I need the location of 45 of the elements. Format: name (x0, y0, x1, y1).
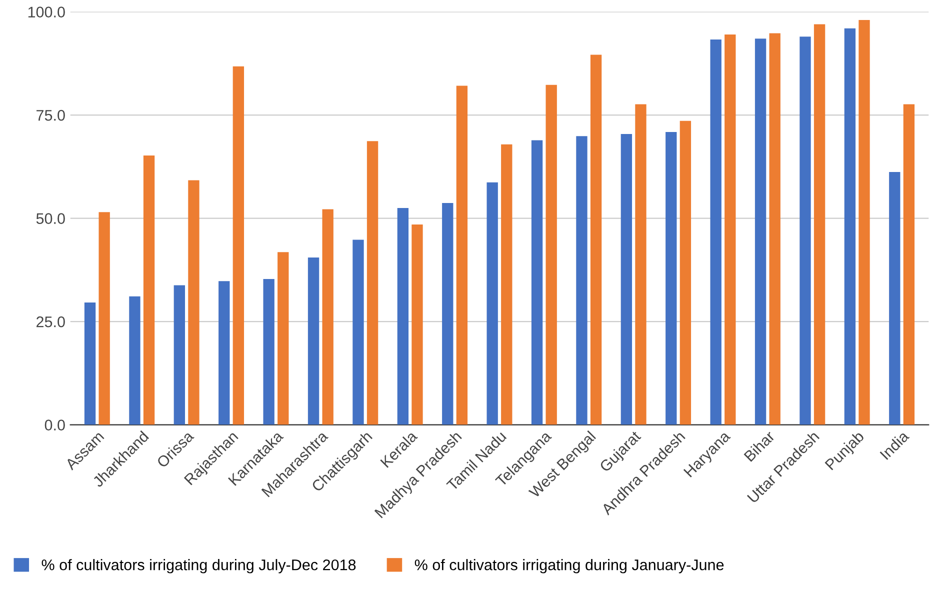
bar (501, 144, 512, 425)
bar (769, 33, 780, 425)
bar (531, 140, 543, 425)
bar (84, 302, 96, 425)
bar (903, 104, 915, 425)
legend-label: % of cultivators irrigating during July-Dec 2018 (42, 559, 356, 574)
bar (143, 156, 155, 425)
bar (844, 28, 856, 425)
y-tick-label: 75.0 (36, 110, 65, 121)
bar (232, 66, 244, 425)
bar (366, 141, 378, 425)
bar (486, 182, 498, 425)
y-tick-label: 25.0 (36, 316, 65, 328)
bar (174, 285, 186, 425)
bar (397, 208, 409, 425)
bar (620, 134, 632, 425)
bar (278, 252, 289, 425)
bar (456, 86, 468, 425)
bar (800, 36, 811, 425)
bar (129, 296, 140, 425)
y-tick-label: 50.0 (36, 213, 65, 224)
bar (322, 209, 334, 425)
bar (635, 104, 646, 425)
bar (98, 212, 110, 425)
bar (858, 20, 870, 425)
bar (412, 224, 423, 425)
bar (680, 120, 692, 425)
bar (308, 258, 320, 425)
bar (442, 203, 454, 425)
legend-label: % of cultivators irrigating during January-June (414, 559, 724, 574)
bar (590, 54, 602, 425)
bar (188, 180, 200, 425)
bar (546, 84, 557, 425)
bar (666, 132, 677, 425)
bar (754, 38, 766, 425)
bar (263, 279, 274, 425)
y-tick-label: 100.0 (28, 6, 65, 18)
bar (576, 136, 588, 425)
bar (710, 39, 722, 425)
bar (352, 240, 364, 425)
bar (218, 281, 230, 425)
y-tick-label: 0.0 (44, 420, 65, 430)
bar (814, 24, 826, 425)
bar (724, 34, 736, 425)
bar (889, 172, 900, 425)
